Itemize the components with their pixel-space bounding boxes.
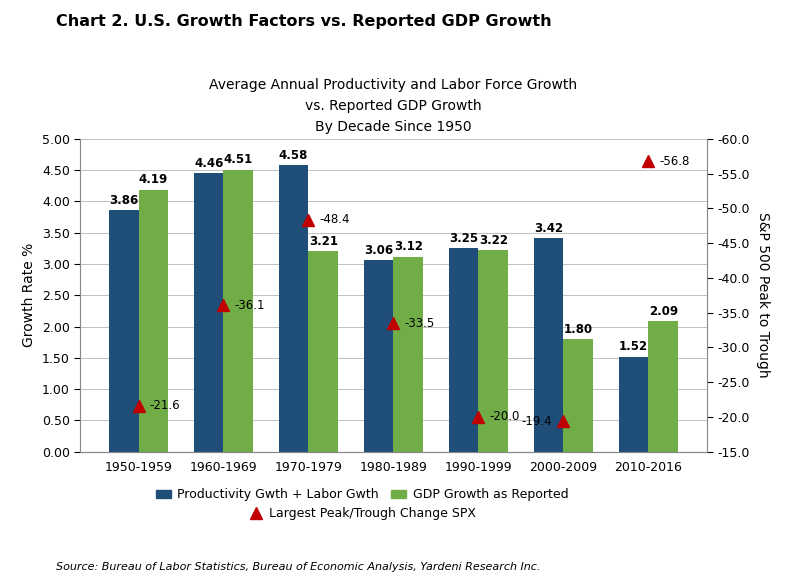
Text: -33.5: -33.5 [404, 317, 434, 329]
Bar [108, 210, 138, 452]
Text: 3.86: 3.86 [109, 194, 138, 207]
Text: Source: Bureau of Labor Statistics, Bureau of Economic Analysis, Yardeni Researc: Source: Bureau of Labor Statistics, Bure… [56, 562, 540, 572]
Text: -48.4: -48.4 [319, 213, 350, 226]
Legend: Largest Peak/Trough Change SPX: Largest Peak/Trough Change SPX [243, 502, 480, 525]
Bar [138, 189, 168, 452]
Text: -19.4: -19.4 [521, 415, 552, 427]
Text: 4.19: 4.19 [139, 174, 168, 186]
Text: -56.8: -56.8 [658, 155, 689, 168]
Text: 4.58: 4.58 [278, 149, 308, 162]
Bar [223, 170, 253, 452]
Text: 2.09: 2.09 [648, 305, 677, 318]
Text: -21.6: -21.6 [149, 400, 180, 412]
Text: 3.12: 3.12 [393, 240, 423, 254]
Bar [448, 248, 478, 452]
Text: 4.51: 4.51 [224, 153, 253, 167]
Bar [308, 251, 338, 452]
Bar [478, 250, 508, 452]
Text: 3.22: 3.22 [478, 234, 507, 247]
Bar [533, 238, 563, 452]
Text: -36.1: -36.1 [234, 299, 265, 312]
Y-axis label: Growth Rate %: Growth Rate % [22, 243, 36, 347]
Text: 3.42: 3.42 [533, 222, 562, 234]
Bar [618, 357, 648, 452]
Bar [563, 339, 593, 452]
Text: 3.06: 3.06 [363, 244, 393, 257]
Text: Chart 2. U.S. Growth Factors vs. Reported GDP Growth: Chart 2. U.S. Growth Factors vs. Reporte… [56, 14, 551, 30]
Text: 1.80: 1.80 [563, 323, 592, 336]
Bar [193, 173, 223, 452]
Text: 3.21: 3.21 [309, 234, 338, 248]
Text: 3.25: 3.25 [448, 232, 477, 245]
Bar [648, 321, 678, 452]
Text: 1.52: 1.52 [618, 340, 647, 353]
Title: Average Annual Productivity and Labor Force Growth
vs. Reported GDP Growth
By De: Average Annual Productivity and Labor Fo… [209, 78, 577, 134]
Y-axis label: S&P 500 Peak to Trough: S&P 500 Peak to Trough [755, 212, 769, 378]
Bar [393, 256, 423, 452]
Text: -20.0: -20.0 [489, 411, 519, 423]
Bar [278, 165, 308, 452]
Bar [363, 261, 393, 452]
Text: 4.46: 4.46 [194, 156, 223, 170]
